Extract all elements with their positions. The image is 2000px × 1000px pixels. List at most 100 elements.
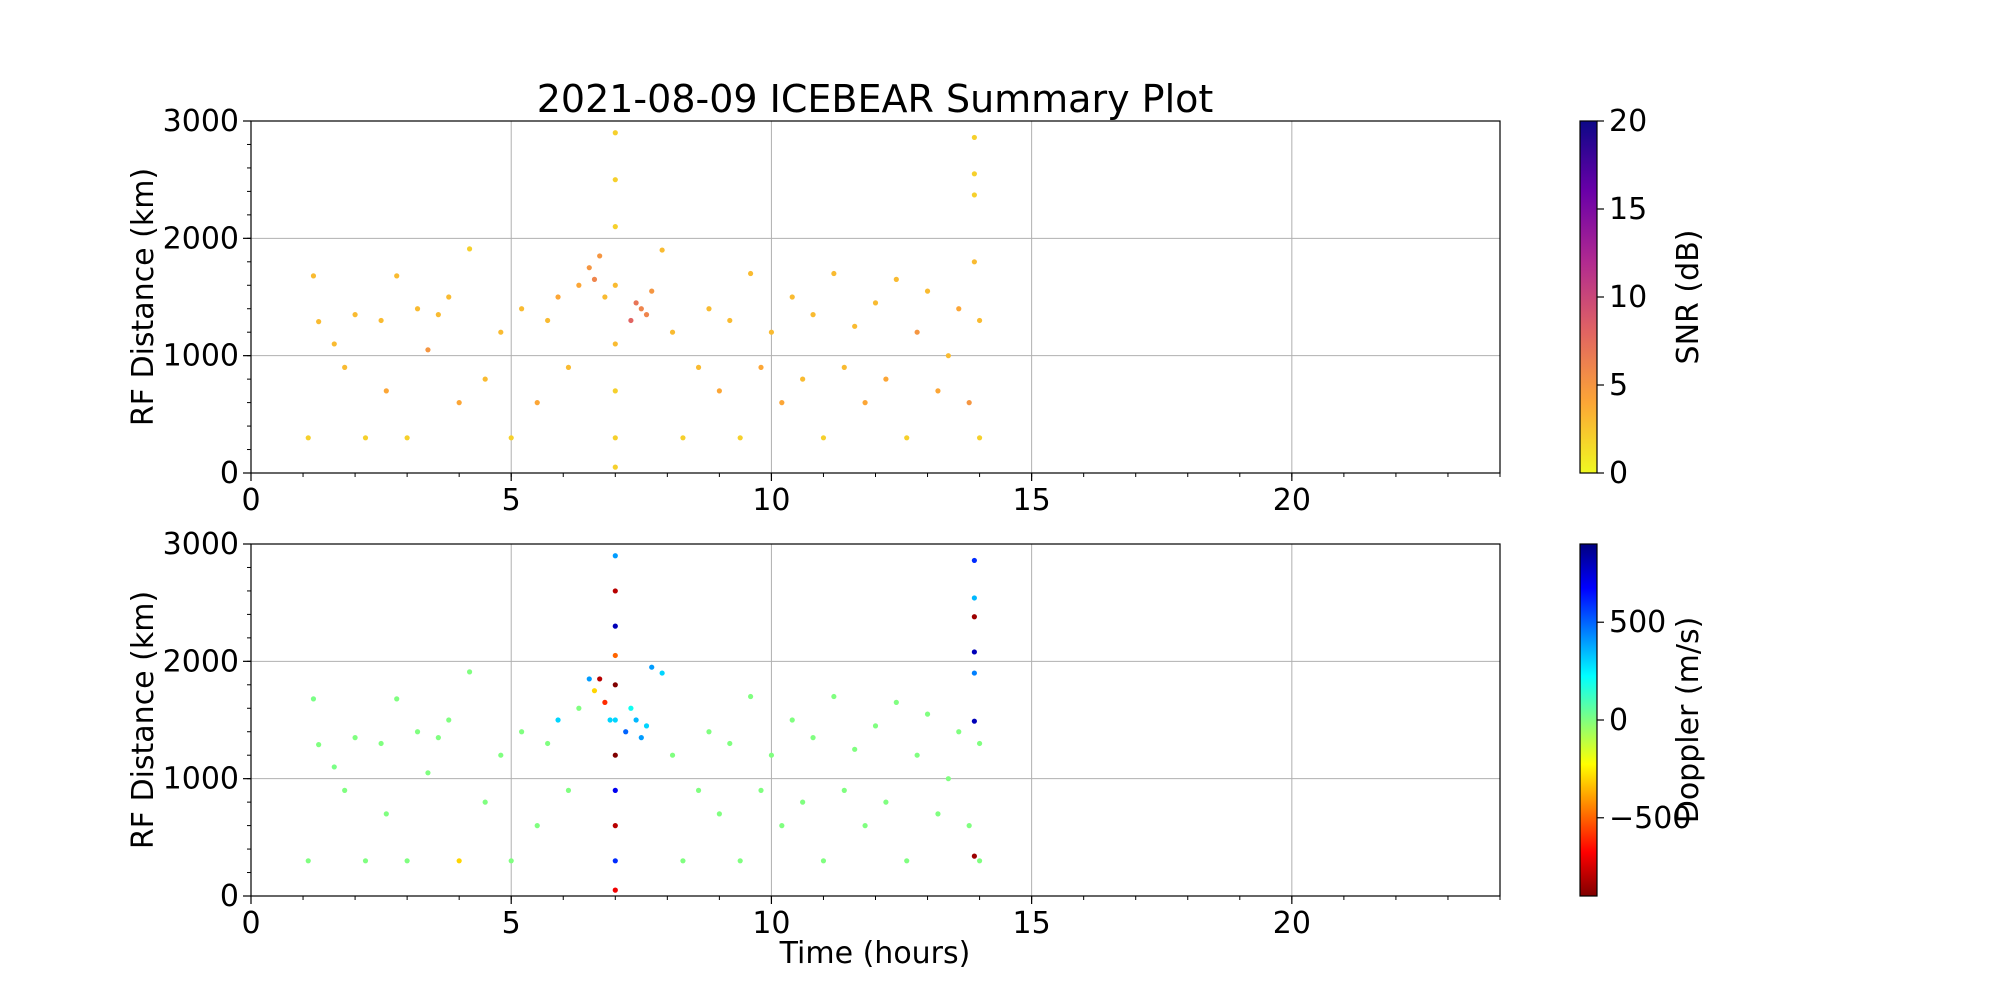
data-point [971,718,977,724]
data-point [789,717,795,723]
data-point [425,770,431,776]
data-point [633,300,639,306]
data-point [893,699,899,706]
y-tick-label: 2000 [163,644,239,679]
x-tick-label: 5 [502,483,521,518]
data-point [638,735,644,741]
data-point [971,670,977,676]
data-point [612,341,618,347]
data-point [852,746,858,752]
data-point [565,787,572,794]
data-point [841,364,847,370]
data-point [800,376,806,382]
data-point [737,435,743,441]
data-point [976,435,983,441]
data-point [508,435,514,441]
data-point [612,130,618,136]
data-point [904,858,910,864]
y-tick-label: 3000 [163,527,239,562]
colorbar-tick-label: −500 [1609,801,1691,836]
data-point [779,400,785,406]
data-point [565,364,572,370]
data-point [883,376,889,382]
data-point [649,288,655,294]
x-axis-label: Time (hours) [779,936,971,971]
data-point [383,388,389,394]
data-point [768,329,775,335]
data-point [519,306,525,312]
data-point [602,294,608,300]
data-point [352,735,358,741]
data-point [716,388,722,394]
colorbar-scale [1579,543,1598,897]
colorbar-tick-label: 5 [1609,368,1628,403]
data-point [976,317,983,324]
data-point [669,752,676,758]
colorbar-scale [1579,120,1598,474]
data-point [810,312,816,318]
colorbar-tick-label: 0 [1609,456,1628,491]
data-point [305,435,311,441]
colorbar-tick-label: 10 [1609,280,1647,315]
data-point [446,294,452,300]
scatter-points [305,553,983,893]
axes-frame [250,543,1501,897]
data-point [534,823,540,829]
data-point [976,740,983,747]
data-point [706,306,712,312]
data-point [352,312,358,318]
x-tick-label: 10 [752,483,790,518]
colorbar-tick-label: 500 [1609,605,1666,640]
data-point [414,729,421,735]
data-point [872,300,879,306]
data-point [466,669,473,675]
data-point [597,253,603,259]
data-point [498,329,504,335]
scatter-points [305,130,983,470]
data-point [695,787,702,794]
x-tick-label: 5 [502,906,521,941]
data-point [966,823,972,829]
data-point [591,276,598,282]
data-point [612,282,618,288]
data-point [638,306,644,312]
data-point [737,858,743,864]
data-point [800,799,806,805]
data-point [316,319,322,325]
colorbar-tick-label: 0 [1609,703,1628,738]
data-point [971,649,977,655]
data-point [394,273,400,279]
data-point [727,740,733,747]
data-point [971,171,977,177]
colorbar-tick-label: 20 [1609,104,1647,139]
data-point [779,823,785,829]
data-point [935,388,941,394]
data-point [612,553,618,559]
data-point [904,435,910,441]
x-tick-label: 20 [1273,906,1311,941]
data-point [758,364,764,370]
data-point [612,717,618,723]
data-point [789,294,795,300]
colorbar-label: SNR (dB) [1671,230,1706,365]
y-axis-label: RF Distance (km) [126,168,161,426]
colorbar-tick-label: 15 [1609,192,1647,227]
x-tick-label: 15 [1013,906,1051,941]
data-point [971,557,977,564]
data-point [482,799,488,805]
figure-title: 2021-08-09 ICEBEAR Summary Plot [537,77,1214,121]
data-point [820,858,827,864]
data-point [956,729,962,735]
data-point [924,711,931,717]
data-point [883,799,889,805]
data-point [649,664,655,670]
data-point [612,752,618,758]
data-point [425,347,431,353]
data-point [914,752,920,758]
y-tick-label: 0 [220,879,239,914]
data-point [342,787,348,794]
data-point [414,306,421,312]
data-point [545,317,551,324]
data-point [820,435,827,441]
